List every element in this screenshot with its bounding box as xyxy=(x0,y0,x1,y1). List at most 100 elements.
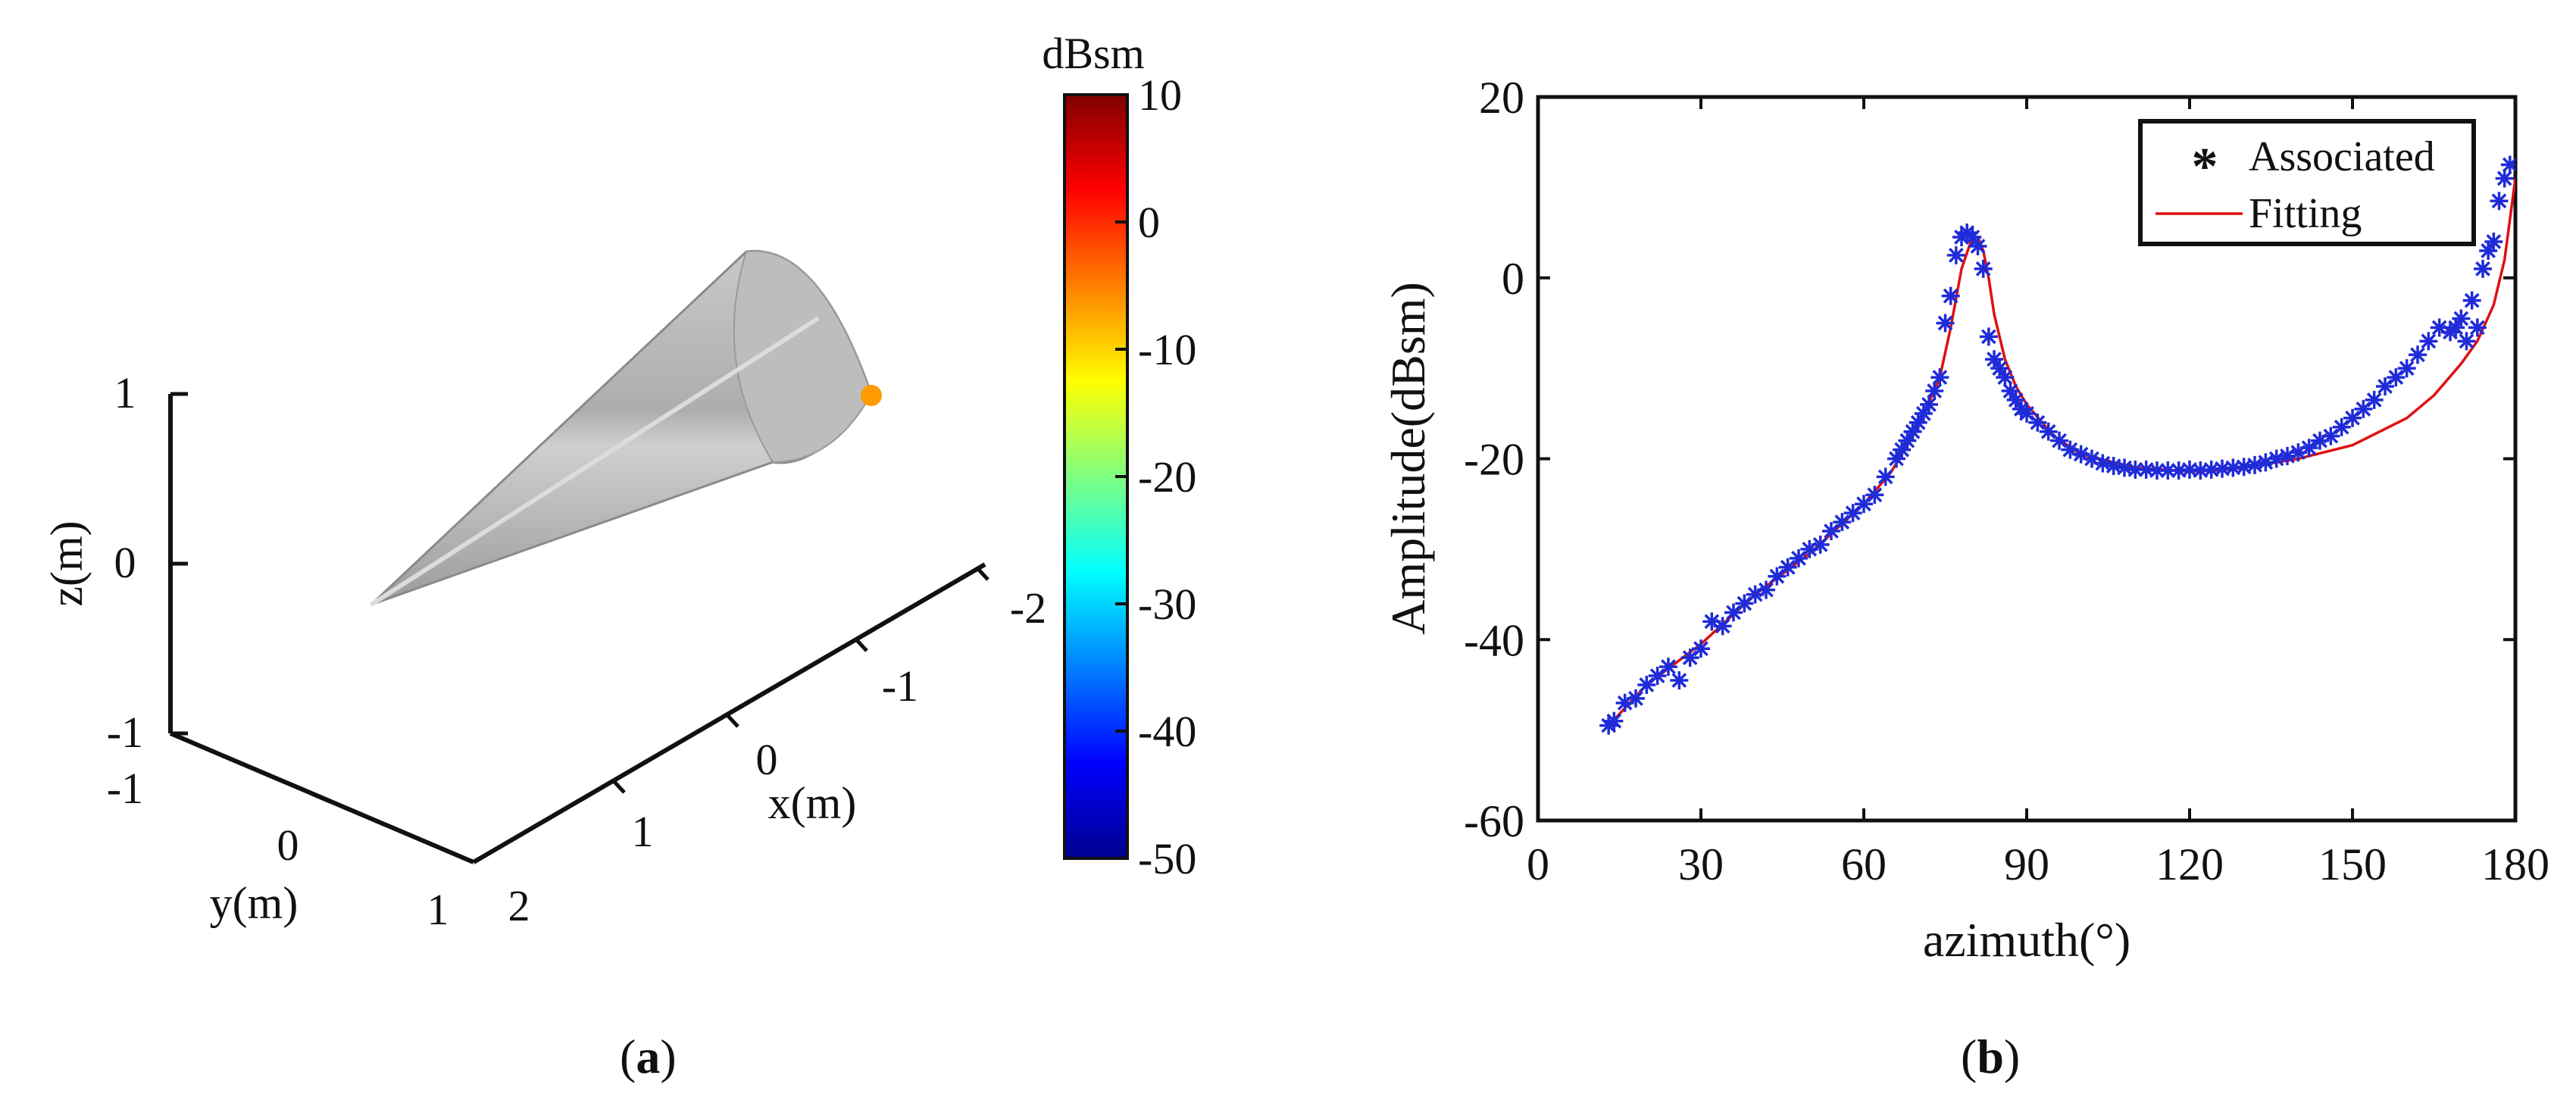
associated-marker xyxy=(2387,368,2406,387)
x-axis-label: x(m) xyxy=(768,778,857,828)
plot-b-frame xyxy=(1536,95,2518,823)
z-tick-neg1: -1 xyxy=(107,708,143,757)
associated-marker xyxy=(1876,467,1895,486)
associated-marker xyxy=(2409,345,2427,364)
x-tick-label: 60 xyxy=(1841,839,1887,889)
associated-marker xyxy=(2468,318,2487,337)
associated-marker xyxy=(1637,675,1656,694)
axis-3d-ticks xyxy=(170,392,989,804)
colorbar-tick-label: -10 xyxy=(1138,325,1196,374)
associated-marker xyxy=(2452,309,2471,328)
associated-marker xyxy=(1941,286,1960,305)
y-axis-label: y(m) xyxy=(210,878,299,928)
associated-marker xyxy=(1930,368,1949,387)
x-tick-label: 150 xyxy=(2318,839,2387,889)
x-tick-label: 120 xyxy=(2156,839,2224,889)
x-tick-label: 0 xyxy=(1527,839,1549,889)
associated-marker xyxy=(2267,449,2286,468)
x-tick-label: 180 xyxy=(2481,839,2549,889)
associated-marker xyxy=(1811,535,1830,554)
associated-marker xyxy=(2500,155,2515,174)
colorbar-tick-label: -40 xyxy=(1138,707,1196,756)
associated-marker xyxy=(2039,422,2058,441)
x-tick-label: 90 xyxy=(2004,839,2049,889)
associated-marker xyxy=(1659,658,1677,677)
associated-marker xyxy=(1865,486,1884,505)
x-tick-neg2: -2 xyxy=(1010,583,1046,633)
legend-box xyxy=(2138,119,2476,246)
y-tick-label: 0 xyxy=(1502,254,1524,304)
y-tick-labels: -60 -40 -20 0 20 xyxy=(1464,73,1524,846)
associated-marker xyxy=(2365,390,2384,409)
colorbar-tick-label: 0 xyxy=(1138,198,1160,247)
associated-marker xyxy=(2311,431,2329,450)
panel-a-caption: (a) xyxy=(620,1030,677,1083)
associated-marker xyxy=(2028,413,2047,432)
panel-a: 1 0 -1 z(m) -1 0 1 y(m) 2 1 0 -1 -2 x(m)… xyxy=(42,29,1196,934)
associated-marker xyxy=(2484,233,2503,251)
x-tick-labels: 0 30 60 90 120 150 180 xyxy=(1527,839,2549,889)
associated-marker xyxy=(2490,192,2509,211)
x-axis-label: azimuth(°) xyxy=(1923,913,2131,967)
legend-label-associated: Associated xyxy=(2249,133,2435,180)
associated-marker xyxy=(2224,458,2243,477)
associated-marker xyxy=(2474,259,2492,278)
associated-marker xyxy=(2093,454,2112,473)
y-tick-label: -40 xyxy=(1464,615,1524,665)
rcs-scatter-point xyxy=(861,385,882,406)
y-tick-1: 1 xyxy=(427,885,449,934)
y-tick-0: 0 xyxy=(277,820,299,870)
associated-markers xyxy=(1599,155,2515,735)
associated-marker xyxy=(2419,332,2438,351)
x-tick-neg1: -1 xyxy=(882,661,918,711)
associated-marker xyxy=(2246,455,2264,474)
y-tick-label: 20 xyxy=(1479,73,1524,123)
associated-marker xyxy=(1936,314,1955,333)
y-axis-label: Amplitude(dBsm) xyxy=(1381,282,1435,635)
associated-marker xyxy=(1724,603,1743,622)
associated-marker xyxy=(1627,689,1645,708)
x-tick-2: 2 xyxy=(508,881,530,930)
x-tick-0: 0 xyxy=(756,735,778,784)
legend-label-fitting: Fitting xyxy=(2249,190,2362,237)
colorbar-tick-label: -50 xyxy=(1138,834,1196,883)
associated-marker xyxy=(1996,368,2015,387)
associated-marker xyxy=(1968,236,1987,255)
z-tick-1: 1 xyxy=(114,368,136,417)
colorbar-ticks: 10 0 -10 -20 -30 -40 -50 xyxy=(1115,70,1196,883)
colorbar-tick-label: -30 xyxy=(1138,580,1196,629)
y-tick-label: -60 xyxy=(1464,796,1524,846)
associated-marker xyxy=(1692,639,1710,658)
associated-marker xyxy=(1925,381,1944,400)
legend: * Associated Fitting xyxy=(2138,119,2476,246)
associated-marker xyxy=(1974,259,1993,278)
z-axis-label: z(m) xyxy=(42,520,92,606)
colorbar-title: dBsm xyxy=(1042,29,1144,78)
associated-marker xyxy=(1979,327,1998,346)
x-tick-label: 30 xyxy=(1678,839,1724,889)
colorbar-tick-label: 10 xyxy=(1138,70,1182,120)
associated-marker xyxy=(2495,169,2514,188)
associated-marker xyxy=(1920,395,1938,414)
cone-shape xyxy=(370,249,873,607)
fitting-line xyxy=(1607,178,2515,727)
associated-marker xyxy=(1670,670,1689,689)
y-tick-label: -20 xyxy=(1464,435,1524,485)
associated-marker xyxy=(2397,359,2416,378)
panel-b: 0 30 60 90 120 150 180 -60 -40 -20 0 20 azimuth(°)… xyxy=(1381,73,2549,967)
associated-marker xyxy=(1946,245,1965,264)
associated-marker xyxy=(1757,580,1775,599)
associated-marker xyxy=(1648,667,1667,685)
associated-marker xyxy=(2457,332,2476,351)
x-tick-1: 1 xyxy=(632,807,654,856)
associated-marker xyxy=(2148,461,2166,480)
colorbar-tick-label: -20 xyxy=(1138,452,1196,502)
associated-marker xyxy=(1713,617,1732,636)
associated-marker xyxy=(1790,549,1808,567)
associated-marker xyxy=(1605,711,1624,730)
associated-marker xyxy=(2462,291,2481,310)
y-tick-neg1: -1 xyxy=(107,764,143,813)
panel-b-caption: (b) xyxy=(1961,1030,2021,1083)
associated-marker xyxy=(2299,439,2318,458)
